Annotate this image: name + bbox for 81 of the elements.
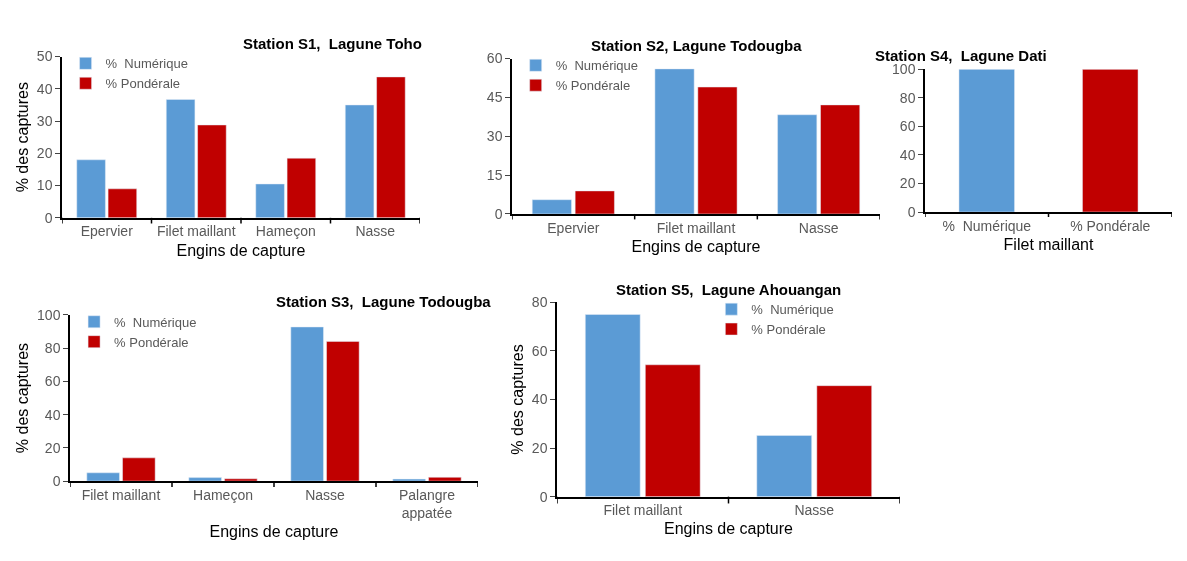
x-tick-label: % Pondérale (1070, 217, 1151, 234)
bar (654, 68, 695, 214)
x-axis-title: Engins de capture (176, 241, 306, 259)
x-tick-label: Filet maillant (656, 219, 736, 236)
y-tick-label: 0 (494, 205, 503, 222)
x-axis-title: Filet maillant (1003, 235, 1094, 253)
x-tick-label: Filet maillant (81, 486, 161, 503)
chart-title: Station S3, Lagune Todougba (276, 293, 492, 310)
x-tick-label: % Numérique (942, 217, 1032, 234)
bar (645, 364, 701, 497)
y-tick-label: 20 (36, 145, 53, 162)
bar (122, 457, 156, 482)
x-tick-label: Hameçon (193, 486, 253, 503)
y-tick-label: 45 (486, 89, 503, 106)
y-tick-label: 80 (531, 294, 548, 311)
y-axis-title: % des captures (14, 342, 32, 454)
y-tick-label: 20 (899, 175, 916, 192)
bar (326, 341, 360, 482)
y-tick-label: 20 (44, 439, 61, 456)
x-tick-label: Hameçon (255, 223, 316, 240)
chart-title: Station S2, Lagune Todougba (591, 37, 803, 54)
y-tick-label: 60 (899, 118, 916, 135)
y-axis-title: % des captures (14, 82, 32, 193)
bar (290, 326, 324, 482)
x-tick-label: Epervier (80, 223, 134, 240)
y-tick-label: 80 (899, 89, 916, 106)
x-tick-label: Palangre appatée (398, 486, 456, 521)
legend-label: % Pondérale (555, 78, 631, 94)
bar (816, 385, 872, 497)
y-tick-label: 0 (44, 209, 53, 226)
legend-label: % Numérique (105, 56, 188, 72)
x-tick-label: Filet maillant (156, 223, 236, 240)
x-tick-label: Nasse (798, 219, 839, 236)
x-axis-title: Engins de capture (631, 237, 761, 255)
y-tick-label: 0 (52, 473, 61, 490)
y-tick-label: 20 (531, 439, 548, 456)
bar (820, 104, 861, 214)
legend-label: % Pondérale (751, 322, 826, 338)
y-tick-label: 100 (892, 61, 916, 78)
bar (86, 472, 120, 482)
x-axis-title: Engins de capture (664, 520, 794, 538)
x-tick-label: Nasse (794, 502, 835, 519)
y-tick-label: 40 (531, 391, 548, 408)
legend-label: % Numérique (555, 58, 639, 74)
bar (224, 478, 258, 482)
y-tick-label: 40 (44, 406, 61, 423)
x-tick-label: Nasse (355, 223, 396, 240)
y-tick-label: 60 (44, 373, 61, 390)
legend-label: % Numérique (114, 314, 197, 330)
y-tick-label: 60 (531, 342, 548, 359)
y-tick-label: 15 (486, 167, 503, 183)
y-tick-label: 80 (44, 340, 61, 357)
bar (697, 86, 738, 214)
y-tick-label: 30 (486, 128, 503, 145)
bar (188, 477, 222, 482)
bar (756, 435, 812, 497)
legend-label: % Numérique (751, 302, 834, 318)
y-tick-label: 40 (899, 146, 916, 163)
x-tick-label: Filet maillant (603, 502, 683, 519)
x-tick-label: Nasse (305, 486, 346, 503)
y-tick-label: 100 (37, 306, 61, 323)
bar (574, 190, 615, 214)
y-axis-title: % des captures (509, 344, 527, 455)
bar (777, 114, 818, 214)
chart-title: Station S5, Lagune Ahouangan (616, 281, 842, 298)
chart-title: Station S4, Lagune Dati (875, 47, 1047, 64)
bar (428, 477, 462, 482)
chart-title: Station S1, Lagune Toho (243, 35, 422, 52)
legend-label: % Pondérale (114, 334, 189, 350)
y-tick-label: 0 (539, 488, 548, 505)
y-tick-label: 30 (36, 112, 53, 129)
bar (531, 199, 572, 214)
y-tick-label: 50 (36, 48, 53, 65)
y-tick-label: 10 (36, 177, 53, 194)
x-tick-label: Epervier (547, 219, 600, 236)
bar (585, 314, 641, 497)
y-tick-label: 40 (36, 80, 53, 97)
legend-label: % Pondérale (105, 76, 181, 92)
x-axis-title: Engins de capture (209, 523, 339, 541)
y-tick-label: 60 (486, 50, 503, 67)
y-tick-label: 0 (907, 203, 916, 220)
